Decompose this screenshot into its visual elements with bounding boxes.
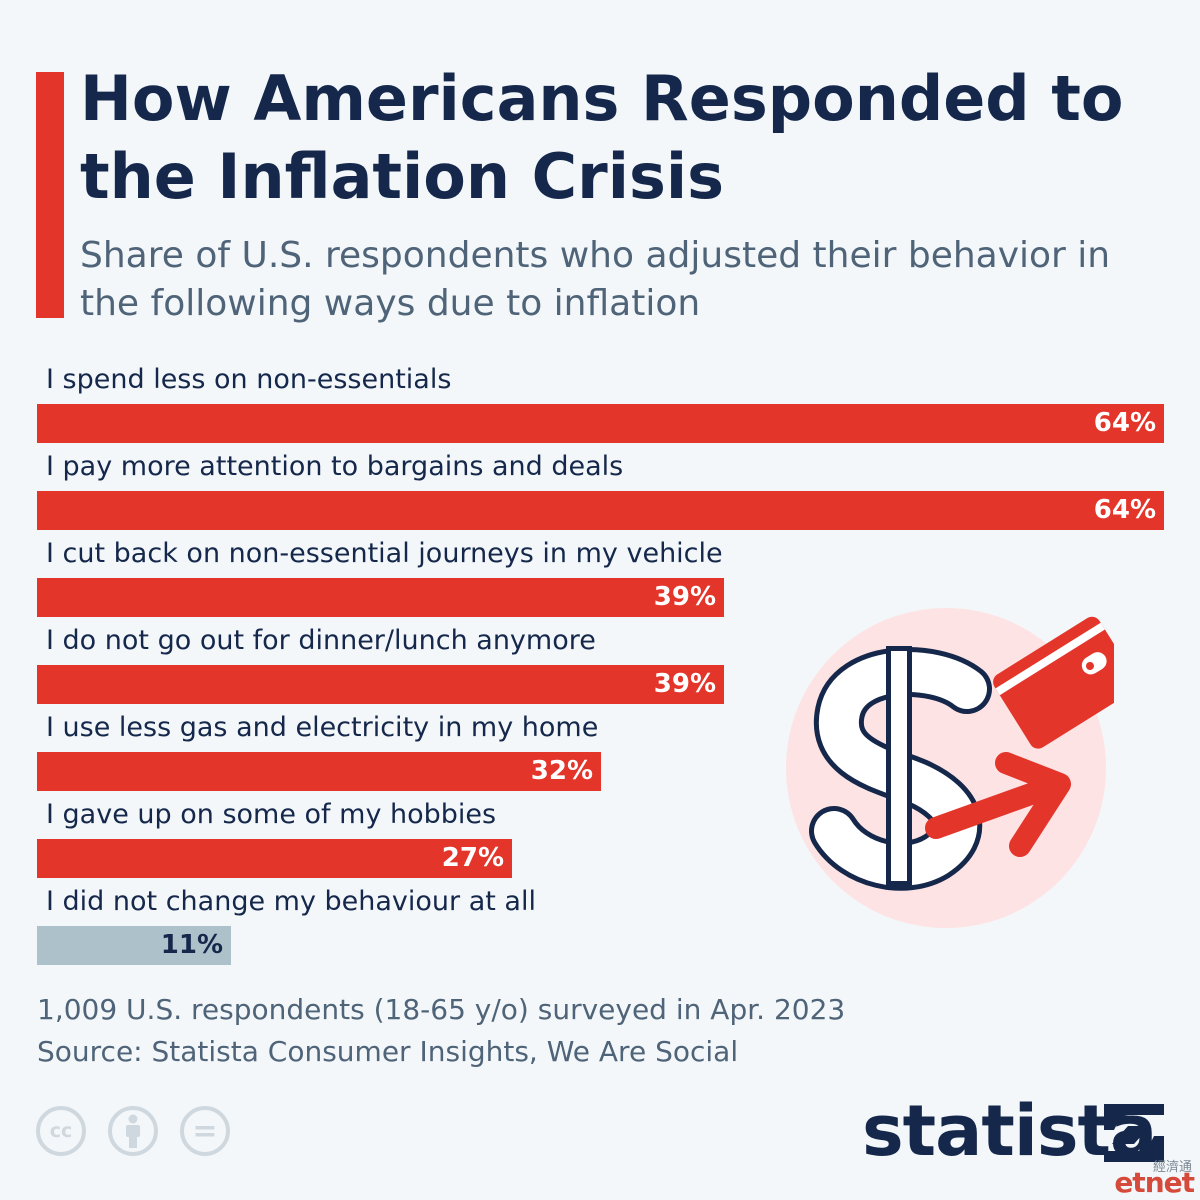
bar-value-label: 39% (653, 582, 716, 612)
watermark-etnet: etnet (1114, 1166, 1195, 1199)
bar: 11% (37, 926, 231, 965)
bar-label: I use less gas and electricity in my hom… (46, 712, 599, 743)
chart-title: How Americans Responded to the Inflation… (80, 62, 1124, 213)
wallet-icon (993, 616, 1114, 749)
no-derivatives-icon[interactable]: = (180, 1106, 230, 1156)
dollar-sign-icon (809, 646, 992, 891)
bar-value-label: 64% (1093, 495, 1156, 525)
nd-icon-text: = (192, 1113, 218, 1149)
cc-icon[interactable]: cc (36, 1106, 86, 1156)
arrow-icon (925, 752, 1071, 857)
bar-label: I gave up on some of my hobbies (46, 799, 497, 830)
bar-value-label: 64% (1093, 408, 1156, 438)
bar-label: I pay more attention to bargains and dea… (46, 451, 624, 482)
title-accent-bar (36, 72, 64, 318)
bar-value-label: 11% (160, 930, 223, 960)
bar-chart: I spend less on non-essentials 64% I pay m… (37, 364, 1164, 965)
bar-label: I did not change my behaviour at all (46, 886, 536, 917)
bar: 32% (37, 752, 601, 791)
bar-label: I do not go out for dinner/lunch anymore (46, 625, 596, 656)
person-glyph (126, 1114, 140, 1148)
attribution-icon[interactable] (108, 1106, 158, 1156)
inflation-illustration (786, 608, 1114, 928)
survey-note: 1,009 U.S. respondents (18-65 y/o) surve… (37, 993, 846, 1026)
bar-value-label: 27% (441, 843, 504, 873)
watermark-chinese: 經濟通 (1152, 1160, 1192, 1175)
bar: 64% (37, 404, 1164, 443)
cc-icon-text: cc (49, 1120, 73, 1142)
bar-label: I spend less on non-essentials (46, 364, 452, 395)
source-note: Source: Statista Consumer Insights, We A… (37, 1035, 739, 1068)
bar-value-label: 32% (530, 756, 593, 786)
bar: 27% (37, 839, 512, 878)
statista-logo-icon[interactable] (1104, 1104, 1164, 1162)
bar: 39% (37, 665, 724, 704)
bar-value-label: 39% (653, 669, 716, 699)
bar: 39% (37, 578, 724, 617)
bar-label: I cut back on non-essential journeys in … (46, 538, 723, 569)
chart-subtitle: Share of U.S. respondents who adjusted t… (80, 235, 1111, 324)
bar: 64% (37, 491, 1164, 530)
